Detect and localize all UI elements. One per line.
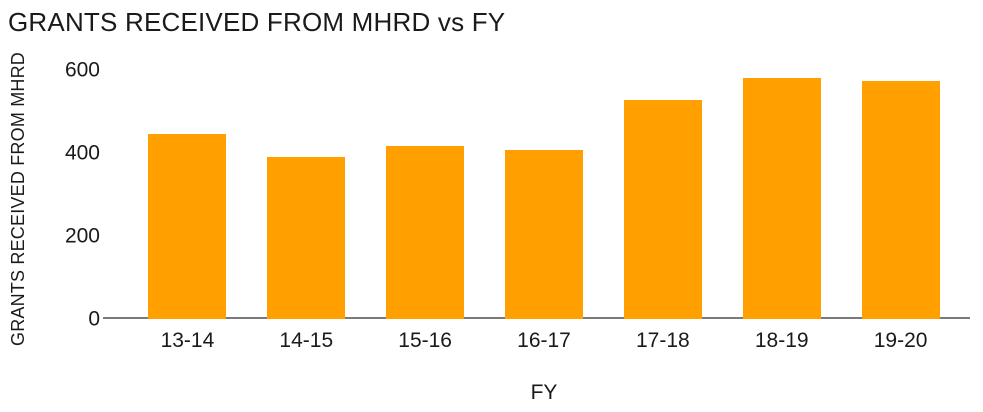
x-axis-title: FY [530,381,558,404]
x-tick-label: 18-19 [754,329,809,352]
y-tick-label: 600 [64,58,100,82]
bar-slot [722,70,841,319]
plot-area [128,70,960,319]
bar-19-20[interactable] [861,80,940,319]
bar-18-19[interactable] [742,77,821,319]
bar-slot [366,70,485,319]
x-tick-label: 16-17 [517,329,571,352]
bar-13-14[interactable] [148,134,227,319]
chart-title: GRANTS RECEIVED FROM MHRD vs FY [8,7,506,37]
bar-slot [128,70,247,319]
bar-slot [603,70,722,319]
x-axis-ticks: 13-14 14-15 15-16 16-17 17-18 18-19 19-20 [128,329,960,353]
y-tick-label: 200 [64,224,100,248]
bar-16-17[interactable] [505,149,583,319]
bar-15-16[interactable] [386,145,465,319]
x-tick-label: 14-15 [279,329,334,352]
bar-slot [247,70,366,319]
y-tick-label: 400 [64,141,100,165]
bar-17-18[interactable] [623,100,702,319]
bar-slot [841,70,960,319]
x-tick-label: 15-16 [398,329,452,352]
y-axis-ticks: 0 200 400 600 [0,60,100,330]
x-tick-label: 17-18 [636,329,690,352]
y-tick-label: 0 [88,307,100,331]
x-tick-label: 19-20 [873,329,928,352]
bar-14-15[interactable] [267,157,346,319]
x-tick-label: 13-14 [160,329,215,352]
bar-slot [485,70,604,319]
